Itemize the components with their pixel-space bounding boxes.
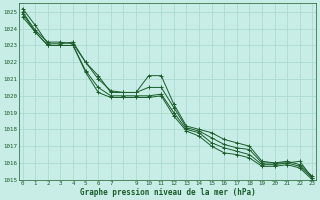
X-axis label: Graphe pression niveau de la mer (hPa): Graphe pression niveau de la mer (hPa) — [80, 188, 255, 197]
